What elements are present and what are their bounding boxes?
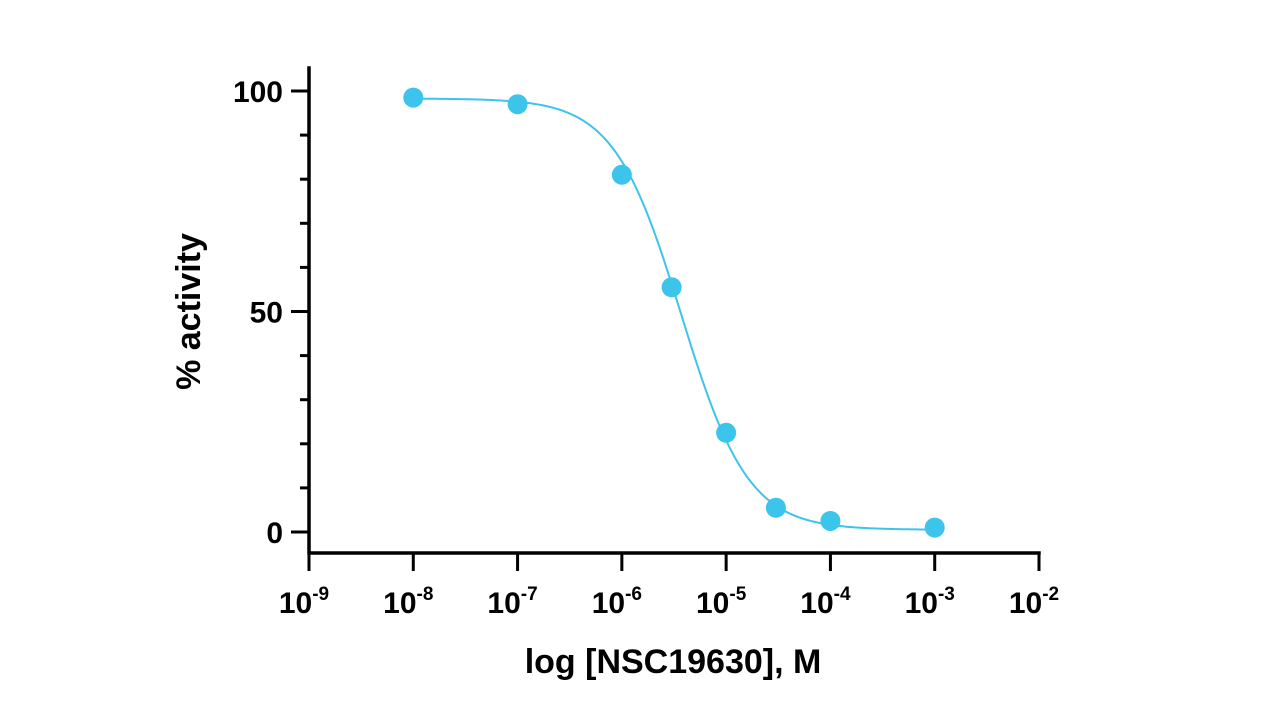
data-point bbox=[611, 164, 632, 185]
x-axis-title: log [NSC19630], M bbox=[525, 643, 822, 681]
x-tick-label: 10-2 bbox=[1009, 584, 1059, 620]
data-point bbox=[507, 94, 528, 115]
y-axis-title: % activity bbox=[170, 233, 208, 390]
data-point bbox=[924, 517, 945, 538]
data-point bbox=[716, 422, 737, 443]
fit-curve-layer bbox=[413, 97, 935, 531]
y-tick-label: 0 bbox=[266, 517, 283, 550]
data-point bbox=[820, 510, 841, 531]
x-tick-label: 10-6 bbox=[592, 584, 642, 620]
data-points-layer bbox=[403, 87, 945, 538]
x-tick-label: 10-9 bbox=[279, 584, 329, 620]
x-tick-label: 10-4 bbox=[800, 584, 851, 620]
axes bbox=[307, 66, 1041, 555]
x-tick-label: 10-3 bbox=[905, 584, 955, 620]
data-point bbox=[661, 277, 682, 298]
x-tick-label: 10-8 bbox=[383, 584, 433, 620]
y-axis-ticks: 0 50 100 bbox=[233, 76, 309, 550]
x-tick-label: 10-5 bbox=[696, 584, 747, 620]
y-tick-label: 50 bbox=[250, 297, 283, 330]
data-point bbox=[403, 87, 424, 108]
fit-curve bbox=[413, 97, 935, 531]
x-axis-ticks: 10-9 10-8 10-7 10-6 10-5 10-4 10-3 10-2 bbox=[279, 553, 1059, 620]
axis-lines bbox=[307, 66, 1041, 555]
y-tick-label: 100 bbox=[233, 76, 283, 109]
data-point bbox=[765, 497, 786, 518]
x-tick-label: 10-7 bbox=[487, 584, 537, 620]
